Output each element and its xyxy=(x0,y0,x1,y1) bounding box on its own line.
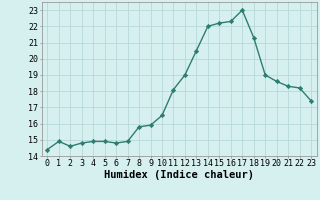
X-axis label: Humidex (Indice chaleur): Humidex (Indice chaleur) xyxy=(104,170,254,180)
